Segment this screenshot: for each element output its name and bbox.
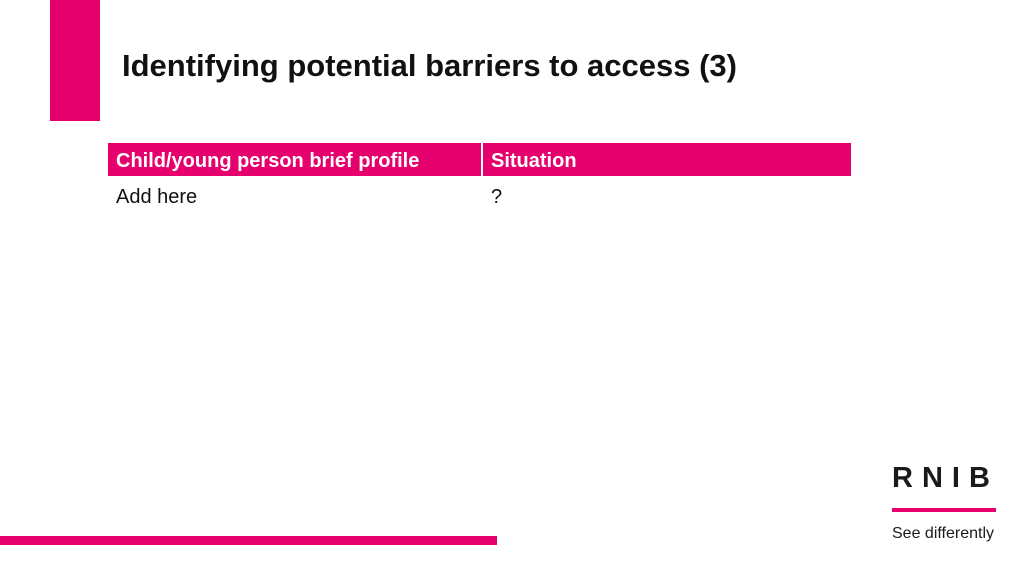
logo-rule (892, 508, 996, 512)
logo: RNIB (892, 462, 999, 494)
accent-bar (50, 0, 100, 121)
footer-bar (0, 536, 497, 545)
slide-title: Identifying potential barriers to access… (122, 48, 737, 83)
table-cell: ? (491, 186, 503, 208)
header-cell (108, 143, 481, 176)
column-header: Child/young person brief profile (116, 150, 420, 172)
column-header: Situation (491, 150, 577, 172)
table-cell: Add here (116, 186, 198, 208)
header-cell (483, 143, 851, 176)
logo-tagline: See differently (892, 525, 994, 542)
